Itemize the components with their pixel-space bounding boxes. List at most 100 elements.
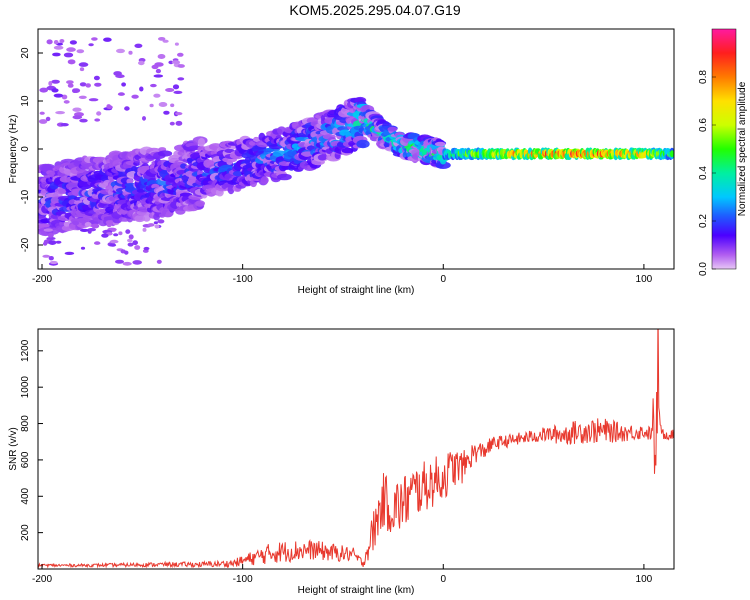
spectrogram-cell <box>53 93 64 98</box>
spectrogram-cell <box>52 52 61 57</box>
spectrogram-cell <box>142 214 151 222</box>
spectrogram-cell <box>78 62 89 67</box>
spectrogram-cell <box>154 62 164 67</box>
spectrogram-cell <box>122 261 132 266</box>
spectrogram-cell <box>59 39 65 43</box>
spectrogram-cell <box>132 240 138 246</box>
spectrogram-cell <box>125 229 131 234</box>
spectrogram-y-tick-label: 10 <box>20 95 31 107</box>
snr-x-tick-label: -100 <box>233 574 253 585</box>
snr-x-label: Height of straight line (km) <box>298 585 415 596</box>
snr-frame <box>37 328 675 570</box>
spectrogram-cell <box>93 217 99 222</box>
spectrogram-cell <box>67 59 76 65</box>
spectrogram-cell <box>172 84 180 90</box>
spectrogram-cell <box>69 40 77 45</box>
spectrogram-cell <box>170 103 175 108</box>
snr-panel: -200 -100 0 100 200 400 600 800 1000 1200 Height… <box>8 328 675 596</box>
colorbar: 0.0 0.2 0.4 0.6 0.8 Normalized spectral ampl… <box>698 28 748 276</box>
spectrogram-cell <box>319 153 328 160</box>
snr-y-tick-label: 600 <box>20 451 31 468</box>
spectrogram-cell <box>63 221 70 227</box>
spectrogram-cell <box>153 93 161 98</box>
spectrogram-cell <box>66 47 76 52</box>
spectrogram-cell <box>126 178 134 185</box>
spectrogram-cell <box>124 250 129 255</box>
spectrogram-cell <box>38 119 48 124</box>
spectrogram-cell <box>116 48 125 54</box>
spectrogram-cell <box>79 67 85 72</box>
spectrogram-cell <box>88 98 99 102</box>
spectrogram-cell <box>42 254 50 258</box>
spectrogram-cell <box>143 246 150 251</box>
spectrogram-cell <box>138 60 145 66</box>
spectrogram-cell <box>260 176 269 184</box>
snr-y-label: SNR (v/v) <box>8 427 19 470</box>
snr-y-tick-label: 1000 <box>20 376 31 399</box>
spectrogram-cell <box>87 228 96 232</box>
spectrogram-cell <box>163 110 170 115</box>
colorbar-tick-label: 0.2 <box>698 214 709 228</box>
spectrogram-cell <box>76 49 85 54</box>
spectrogram-x-tick-label: -200 <box>32 274 52 285</box>
spectrogram-cell <box>72 88 78 93</box>
spectrogram-cell <box>39 87 48 93</box>
spectrogram-cell <box>72 107 82 112</box>
spectrogram-cell <box>48 240 57 246</box>
spectrogram-cell <box>51 79 60 84</box>
spectrogram-cell <box>169 121 175 126</box>
spectrogram-cell <box>134 245 141 250</box>
spectrogram-cell <box>64 251 75 255</box>
spectrogram-cell <box>157 150 173 157</box>
colorbar-tick-label: 0.0 <box>698 262 709 276</box>
spectrogram-x-tick-label: 100 <box>636 274 653 285</box>
spectrogram-cell <box>121 82 126 87</box>
colorbar-tick-label: 0.8 <box>698 70 709 84</box>
spectrogram-cell <box>40 223 50 228</box>
colorbar-gradient <box>712 29 736 269</box>
spectrogram-cell <box>134 43 143 48</box>
colorbar-tick-label: 0.4 <box>698 166 709 180</box>
spectrogram-cell <box>277 173 292 181</box>
spectrogram-cell <box>149 103 154 108</box>
snr-y-tick-label: 200 <box>20 524 31 541</box>
spectrogram-cell <box>113 71 122 76</box>
spectrogram-cell <box>72 220 78 225</box>
spectrogram-y-label: Frequency (Hz) <box>8 115 19 184</box>
spectrogram-cell <box>84 222 92 227</box>
spectrogram-y-tick-label: -10 <box>20 189 31 204</box>
spectrogram-cell <box>41 163 56 173</box>
spectrogram-cell <box>153 221 158 225</box>
spectrogram-cell <box>171 60 181 65</box>
spectrogram-cell <box>153 74 164 78</box>
spectrogram-x-label: Height of straight line (km) <box>298 285 415 296</box>
spectrogram-cell <box>63 100 70 104</box>
snr-x-tick-label: 0 <box>440 574 446 585</box>
spectrogram-cell <box>132 260 142 265</box>
spectrogram-cell <box>227 185 235 195</box>
spectrogram-cell <box>61 94 68 100</box>
snr-plot-area <box>38 329 674 569</box>
spectrogram-cell <box>85 83 91 88</box>
spectrogram-cell <box>93 75 100 81</box>
spectrogram-cell <box>158 102 168 107</box>
spectrogram-cell <box>109 239 119 244</box>
spectrogram-cell <box>124 106 130 111</box>
spectrogram-cell <box>434 141 446 147</box>
spectrogram-cell <box>106 105 113 110</box>
spectrogram-cell <box>139 86 144 92</box>
spectrogram-x-ticks: -200 -100 0 100 <box>32 264 653 285</box>
colorbar-tick-label: 0.6 <box>698 118 709 132</box>
spectrogram-cell <box>118 231 123 236</box>
spectrogram-cell <box>94 82 102 87</box>
snr-x-tick-label: 100 <box>636 574 653 585</box>
spectrogram-cell <box>128 234 134 240</box>
spectrogram-cell <box>78 95 87 100</box>
spectrogram-cell <box>80 246 86 250</box>
colorbar-ticks: 0.0 0.2 0.4 0.6 0.8 <box>698 70 716 276</box>
spectrogram-cell <box>103 216 114 221</box>
spectrogram-y-ticks: -20 -10 0 10 20 <box>20 47 43 252</box>
spectrogram-cells <box>38 37 674 266</box>
spectrogram-cell <box>177 64 185 68</box>
